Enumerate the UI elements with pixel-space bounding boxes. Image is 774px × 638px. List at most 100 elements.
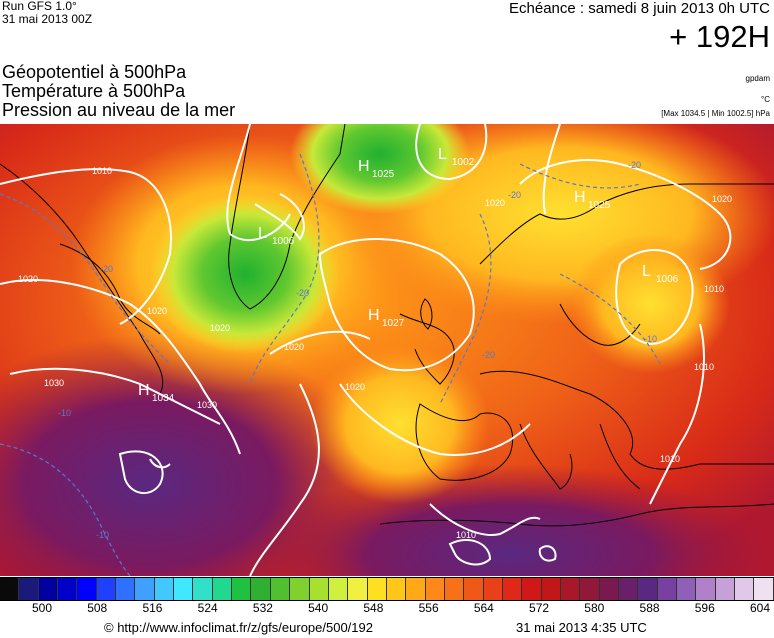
color-scale-tick: 524 [197,601,218,615]
color-scale-tick: 588 [639,601,660,615]
low-center: L 1006 [642,263,679,285]
color-scale-swatch [328,578,349,600]
color-scale-swatch [696,578,716,600]
color-scale-tick: 580 [584,601,605,615]
color-scale-swatch [19,578,39,600]
high-letter: H [358,158,370,175]
color-scale-swatch [232,578,252,600]
run-label: Run GFS 1.0° [2,0,77,13]
color-scale-swatch [580,578,600,600]
color-scale-swatch [58,578,78,600]
color-scale-swatch [502,578,523,600]
high-value: 1025 [372,169,395,180]
color-scale-swatch [251,578,271,600]
color-scale-swatch [116,578,136,600]
isobar-label: 1010 [660,454,680,464]
pressure-max-min: [Max 1034.5 | Min 1002.5] hPa [661,109,770,118]
isobar-label: 1030 [197,400,217,410]
isobar-label: 1010 [456,530,476,540]
low-value: 1006 [272,236,295,247]
coastlines [0,124,774,527]
isobar-label: 1020 [18,274,38,284]
high-value: 1027 [382,318,405,329]
low-center: L 1006 [258,225,295,247]
cool-area-iberia [310,344,490,504]
low-value: 1002 [452,157,475,168]
low-letter: L [438,146,447,163]
isobar-label: 1020 [485,198,505,208]
isotherm-label: -20 [482,350,495,360]
color-scale-tick: 500 [31,601,53,615]
color-scale-swatch [309,578,329,600]
color-scale-swatch [619,578,639,600]
color-scale-swatch [560,578,581,600]
param-temperature: Température à 500hPa [2,81,186,101]
isobar-label: 1030 [44,378,64,388]
color-scale-tick: 604 [749,601,771,615]
source-credit: © http://www.infoclimat.fr/z/gfs/europe/… [104,620,373,635]
color-scale-tick: 508 [87,601,108,615]
isobar-label: 1020 [345,382,365,392]
isotherm-label: -20 [296,288,309,298]
isotherm-labels: -20 -20 -20 -10 -10 -20 -20 -10 [58,160,657,540]
color-scale-tick: 572 [529,601,550,615]
high-value: 1034 [152,393,175,404]
high-center: H 1025 [574,189,611,211]
color-scale-swatch [212,578,233,600]
color-scale-tick: 516 [142,601,163,615]
high-value: 1025 [588,200,611,211]
low-letter: L [258,225,267,242]
color-scale-swatch [735,578,755,600]
isobar-labels: 1010 1020 1020 1020 1020 1020 1030 1030 … [18,166,732,540]
high-center: H 1027 [368,307,405,329]
high-center: H 1025 [358,158,395,180]
color-scale-swatch [754,578,774,600]
color-scale-swatch [386,578,407,600]
cold-area-greenland [150,194,340,354]
color-scale-swatch [174,578,194,600]
color-scale-swatch [38,578,59,600]
forecast-lead-time: + 192H [669,19,770,54]
low-center: L 1002 [438,146,475,168]
color-scale-bar [0,577,774,601]
color-scale-swatch [348,578,368,600]
color-scale-tick: 548 [363,601,384,615]
color-scale-ticks: 500 508 516 524 532 540 548 556 564 572 580 588 596 6… [0,601,774,617]
color-scale-swatch [270,578,291,600]
isotherms [0,153,661,576]
forecast-valid-time: Echéance : samedi 8 juin 2013 0h UTC [509,0,770,17]
unit-gpdam: gpdam [745,74,770,83]
isobar-label: 1010 [694,362,714,372]
isobars [0,124,732,576]
color-scale-swatch [154,578,175,600]
color-scale-swatch [464,578,484,600]
unit-celsius: °C [761,95,770,104]
isotherm-label: -10 [58,408,71,418]
color-scale-swatch [406,578,426,600]
high-letter: H [138,382,150,399]
color-scale-swatch [483,578,503,600]
color-scale-swatch [599,578,619,600]
isobar-label: 1020 [147,306,167,316]
color-scale-tick: 532 [252,601,273,615]
color-scale-swatch [96,578,117,600]
isotherm-label: -20 [100,264,113,274]
isobar-label: 1020 [284,342,304,352]
color-scale-swatch [638,578,658,600]
isotherm-label: -10 [96,530,109,540]
production-timestamp: 31 mai 2013 4:35 UTC [516,620,647,635]
color-scale-tick: 556 [418,601,439,615]
color-scale-swatch [425,578,445,600]
run-date: 31 mai 2013 00Z [2,12,93,26]
color-scale-swatch [715,578,736,600]
cool-area-russia [570,234,730,374]
isobar-label: 1020 [712,194,732,204]
color-scale-swatch [193,578,213,600]
color-scale-tick: 596 [694,601,715,615]
cold-area-arctic [290,124,470,214]
high-center: H 1034 [138,382,175,404]
color-scale-swatch [522,578,542,600]
color-scale-swatch [290,578,310,600]
color-scale-swatch [0,578,20,600]
pressure-centers: H 1025 L 1002 L 1006 H 1025 L 1006 H 102… [138,146,679,404]
